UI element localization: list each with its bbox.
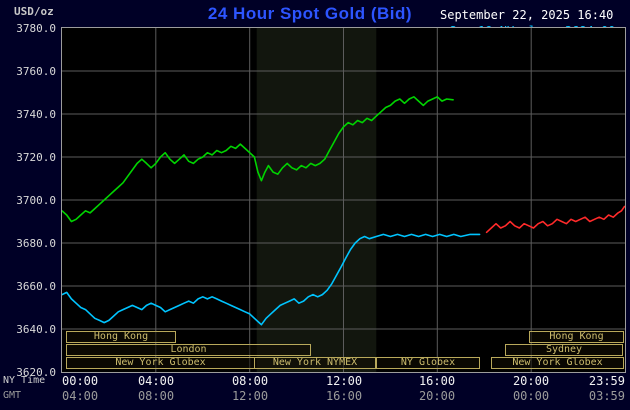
datetime-label: September 22, 2025 16:40 bbox=[440, 8, 614, 22]
session-box-new-york-globex: New York Globex bbox=[66, 357, 255, 369]
x-axis-ny-ticks: 00:00 04:00 08:00 12:00 16:00 20:00 23:59 bbox=[0, 374, 630, 388]
market-sessions: Hong Kong Hong Kong London Sydney New York G… bbox=[62, 28, 625, 372]
session-label: New York Globex bbox=[512, 357, 603, 368]
session-label: London bbox=[170, 344, 207, 355]
session-label: New York Globex bbox=[115, 357, 206, 368]
chart-canvas bbox=[62, 28, 625, 372]
session-box-london: London bbox=[66, 344, 311, 356]
session-label: NY Globex bbox=[400, 357, 456, 368]
plot-area: Hong Kong Hong Kong London Sydney New York G… bbox=[61, 27, 626, 373]
series-line-sep21-sunday bbox=[485, 205, 625, 234]
y-tick-label: 3660.0 bbox=[16, 280, 56, 293]
y-tick-label: 3640.0 bbox=[16, 323, 56, 336]
x-tick-label: 08:00 bbox=[137, 389, 175, 403]
y-tick-label: 3620.0 bbox=[16, 366, 56, 379]
x-tick-label: 00:00 bbox=[62, 374, 99, 388]
session-box-hong-kong: Hong Kong bbox=[66, 331, 176, 343]
x-tick-label: 20:00 bbox=[512, 374, 550, 388]
y-tick-label: 3720.0 bbox=[16, 151, 56, 164]
unit-label: USD/oz bbox=[14, 5, 54, 18]
y-tick-label: 3700.0 bbox=[16, 194, 56, 207]
session-box-ny-globex: NY Globex bbox=[376, 357, 480, 369]
x-tick-label: 23:59 bbox=[588, 374, 625, 388]
session-label: Hong Kong bbox=[93, 331, 149, 342]
x-axis-gmt-ticks: 04:00 08:00 12:00 16:00 20:00 00:00 03:59 bbox=[0, 389, 630, 403]
series-line-sep19-ny-close bbox=[62, 233, 481, 326]
session-box-new-york-globex: New York Globex bbox=[491, 357, 624, 369]
x-tick-label: 16:00 bbox=[325, 389, 363, 403]
x-tick-label: 03:59 bbox=[588, 389, 625, 403]
x-tick-label: 12:00 bbox=[231, 389, 269, 403]
y-tick-label: 3760.0 bbox=[16, 65, 56, 78]
x-tick-label: 08:00 bbox=[231, 374, 269, 388]
session-box-new-york-nymex: New York NYMEX bbox=[254, 357, 376, 369]
x-tick-label: 12:00 bbox=[325, 374, 363, 388]
gmt-label: GMT bbox=[3, 390, 22, 401]
x-tick-label: 04:00 bbox=[137, 374, 175, 388]
y-tick-label: 3740.0 bbox=[16, 108, 56, 121]
session-box-sydney: Sydney bbox=[505, 344, 623, 356]
x-tick-label: 20:00 bbox=[418, 389, 456, 403]
session-label: Hong Kong bbox=[549, 331, 604, 342]
ny-time-label: NY Time bbox=[3, 375, 46, 386]
y-tick-label: 3680.0 bbox=[16, 237, 56, 250]
y-tick-label: 3780.0 bbox=[16, 22, 56, 35]
session-label: Sydney bbox=[545, 344, 583, 355]
session-box-hong-kong: Hong Kong bbox=[529, 331, 624, 343]
x-tick-label: 04:00 bbox=[62, 389, 99, 403]
x-tick-label: 00:00 bbox=[512, 389, 550, 403]
session-label: New York NYMEX bbox=[272, 357, 358, 368]
chart-title: 24 Hour Spot Gold (Bid) bbox=[207, 4, 413, 23]
series-line-sep22-last bbox=[62, 96, 454, 223]
x-tick-label: 16:00 bbox=[418, 374, 456, 388]
